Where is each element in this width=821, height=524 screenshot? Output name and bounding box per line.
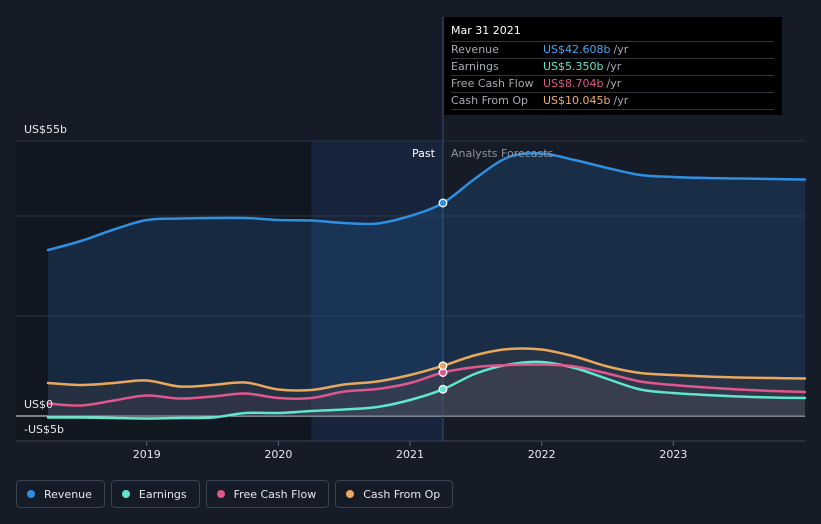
tooltip-unit: /yr	[613, 94, 629, 107]
y-tick-label: US$55b	[24, 123, 67, 136]
tooltip-unit: /yr	[606, 60, 622, 73]
forecast-label: Analysts Forecasts	[451, 147, 554, 160]
series-line-0	[46, 152, 807, 252]
series-line-1	[46, 360, 807, 420]
y-tick-label: US$0	[24, 398, 53, 411]
x-tick-label: 2019	[133, 448, 161, 461]
tooltip-label: Revenue	[451, 43, 499, 56]
tooltip-row-free-cash-flow: Free Cash Flow US$8.704b /yr	[451, 75, 774, 92]
legend-label: Free Cash Flow	[233, 487, 317, 501]
tooltip-value: US$42.608b	[543, 43, 611, 56]
series-marker-3	[438, 361, 448, 371]
tooltip-date: Mar 31 2021	[451, 24, 521, 37]
legend-item-cash-from-op[interactable]: Cash From Op	[335, 480, 454, 508]
tooltip-row-revenue: Revenue US$42.608b /yr	[451, 41, 774, 58]
legend-dot-icon	[27, 490, 35, 498]
axis-labels: US$55b US$0 -US$5b 2019 2020 2021 2022 2023 Past…	[24, 123, 687, 461]
series-area-1	[48, 361, 805, 419]
x-tick-label: 2022	[528, 448, 556, 461]
series-area-2	[48, 364, 805, 416]
series-lines	[46, 152, 807, 420]
highlight-region	[311, 141, 443, 441]
series-line-2	[46, 363, 807, 407]
tooltip-row-earnings: Earnings US$5.350b /yr	[451, 58, 774, 75]
series-markers	[438, 198, 448, 394]
past-label: Past	[412, 147, 436, 160]
tooltip-unit: /yr	[606, 77, 622, 90]
tooltip-value: US$10.045b	[543, 94, 611, 107]
tooltip-value: US$8.704b	[543, 77, 604, 90]
legend-dot-icon	[346, 490, 355, 498]
x-tick-label: 2021	[396, 448, 424, 461]
x-tick-label: 2020	[264, 448, 292, 461]
legend-item-revenue[interactable]: Revenue	[16, 480, 105, 508]
legend-dot-icon	[216, 490, 225, 498]
chart-background	[16, 141, 443, 441]
tooltip-label: Earnings	[451, 60, 499, 73]
tooltip-row-cash-from-op: Cash From Op US$10.045b /yr	[451, 92, 774, 110]
legend-label: Revenue	[44, 487, 92, 501]
legend: Revenue Earnings Free Cash Flow Cash Fro…	[16, 480, 454, 508]
legend-label: Cash From Op	[363, 487, 441, 501]
x-tick-label: 2023	[659, 448, 687, 461]
tooltip: Mar 31 2021 Revenue US$42.608b /yr Earni…	[444, 17, 782, 115]
series-area-3	[48, 348, 805, 416]
tooltip-unit: /yr	[613, 43, 629, 56]
legend-label: Earnings	[138, 487, 187, 501]
series-line-3	[46, 347, 807, 392]
series-marker-0	[438, 198, 448, 208]
legend-item-free-cash-flow[interactable]: Free Cash Flow	[205, 480, 330, 508]
tooltip-label: Cash From Op	[451, 94, 529, 107]
y-tick-label: -US$5b	[24, 423, 64, 436]
tooltip-label: Free Cash Flow	[451, 77, 534, 90]
legend-dot-icon	[121, 490, 130, 498]
tooltip-value: US$5.350b	[543, 60, 604, 73]
legend-item-earnings[interactable]: Earnings	[110, 480, 200, 508]
series-marker-1	[438, 384, 448, 394]
